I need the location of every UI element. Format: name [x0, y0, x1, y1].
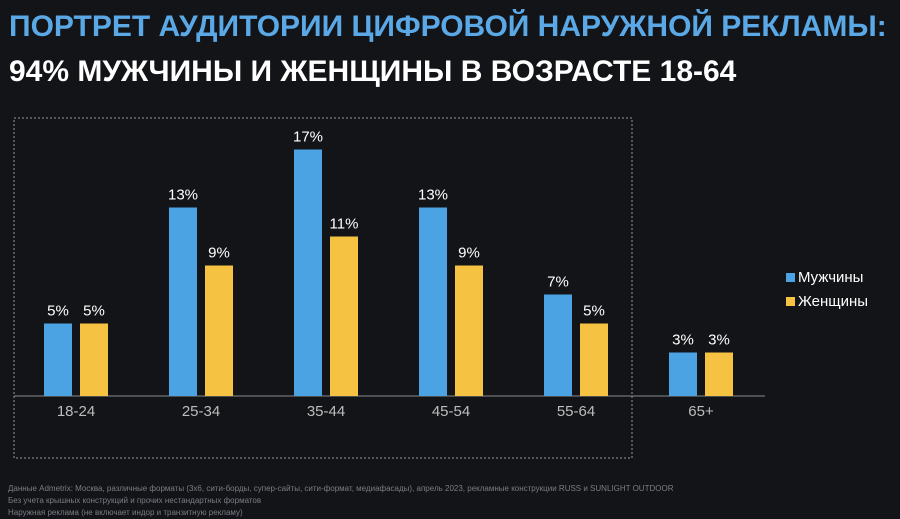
bar-women-55-64 — [580, 323, 608, 396]
legend-item-men: Мужчины — [786, 265, 868, 289]
footnote-source: Данные Admetrix: Москва, различные форма… — [8, 484, 674, 493]
highlight-frame — [13, 117, 633, 459]
data-label-men-25-34: 13% — [168, 187, 198, 204]
category-label-18-24: 18-24 — [57, 403, 95, 420]
bar-men-55-64 — [544, 294, 572, 396]
data-label-women-18-24: 5% — [83, 303, 105, 320]
bar-men-18-24 — [44, 323, 72, 396]
data-label-women-45-54: 9% — [458, 245, 480, 262]
bar-men-35-44 — [294, 149, 322, 396]
data-label-men-65+: 3% — [672, 332, 694, 349]
category-label-45-54: 45-54 — [432, 403, 470, 420]
bar-men-25-34 — [169, 207, 197, 396]
legend-swatch-men — [786, 272, 795, 282]
bar-women-65+ — [705, 352, 733, 396]
data-label-men-18-24: 5% — [47, 303, 69, 320]
legend-item-women: Женщины — [786, 289, 868, 313]
category-label-55-64: 55-64 — [557, 403, 595, 420]
bar-men-45-54 — [419, 207, 447, 396]
bar-women-45-54 — [455, 265, 483, 396]
title-line-2: 94% МУЖЧИНЫ И ЖЕНЩИНЫ В ВОЗРАСТЕ 18-64 — [9, 55, 737, 88]
footnote-exclusions: Без учета крышных конструкций и прочих н… — [8, 496, 262, 505]
data-label-women-55-64: 5% — [583, 303, 605, 320]
legend: Мужчины Женщины — [786, 265, 868, 313]
category-label-35-44: 35-44 — [307, 403, 345, 420]
footnotes: Данные Admetrix: Москва, различные форма… — [8, 483, 673, 519]
bar-men-65+ — [669, 352, 697, 396]
footnote-scope: Наружная реклама (не включает индор и тр… — [8, 508, 243, 517]
bar-women-18-24 — [80, 323, 108, 396]
data-label-women-65+: 3% — [708, 332, 730, 349]
legend-swatch-women — [786, 296, 795, 306]
data-label-men-45-54: 13% — [418, 187, 448, 204]
data-label-men-55-64: 7% — [547, 274, 569, 291]
category-label-65+: 65+ — [688, 403, 714, 420]
data-label-women-35-44: 11% — [330, 216, 359, 233]
legend-label-men: Мужчины — [798, 268, 864, 286]
data-label-women-25-34: 9% — [208, 245, 230, 262]
bar-women-25-34 — [205, 265, 233, 396]
category-label-25-34: 25-34 — [182, 403, 220, 420]
data-label-men-35-44: 17% — [293, 129, 323, 146]
bar-women-35-44 — [330, 236, 358, 396]
legend-label-women: Женщины — [798, 292, 869, 310]
title-line-1: ПОРТРЕТ АУДИТОРИИ ЦИФРОВОЙ НАРУЖНОЙ РЕКЛ… — [9, 10, 887, 43]
